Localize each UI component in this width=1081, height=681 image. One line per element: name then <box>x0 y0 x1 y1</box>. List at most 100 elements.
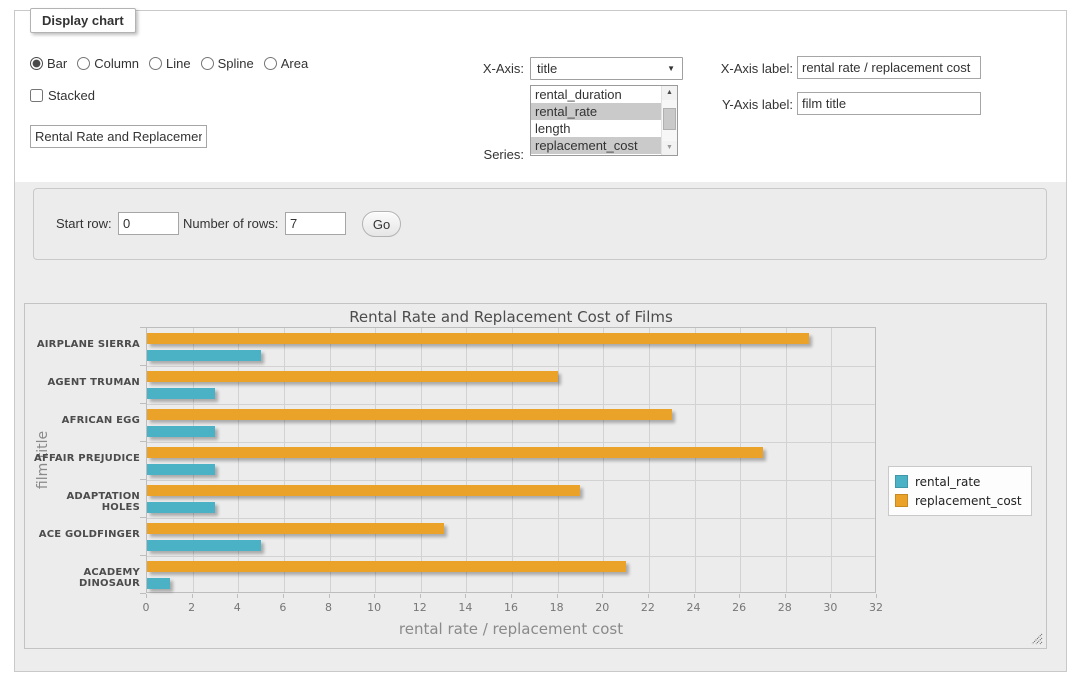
bar-rental_rate[interactable] <box>147 502 215 513</box>
x-axis-tick <box>192 594 193 598</box>
chart-type-radio-spline[interactable] <box>201 57 214 70</box>
stacked-label: Stacked <box>48 88 95 103</box>
x-tick-label: 22 <box>628 601 668 614</box>
x-tick-label: 2 <box>172 601 212 614</box>
y-axis-tick <box>140 365 146 366</box>
x-axis-tick <box>602 594 603 598</box>
chart-type-radio-bar[interactable] <box>30 57 43 70</box>
bar-replacement_cost[interactable] <box>147 333 809 344</box>
number-of-rows-label: Number of rows: <box>183 216 278 232</box>
bar-replacement_cost[interactable] <box>147 409 672 420</box>
x-tick-label: 20 <box>582 601 622 614</box>
x-axis-tick <box>465 594 466 598</box>
x-tick-label: 14 <box>445 601 485 614</box>
series-option-length[interactable]: length <box>531 120 662 137</box>
bar-replacement_cost[interactable] <box>147 523 444 534</box>
y-axis-tick <box>140 403 146 404</box>
bar-rental_rate[interactable] <box>147 388 215 399</box>
chart-title-input[interactable] <box>30 125 207 148</box>
chart-type-option-line: Line <box>149 56 191 71</box>
gridline-horizontal <box>147 442 875 443</box>
x-tick-label: 6 <box>263 601 303 614</box>
gridline-vertical <box>695 328 696 592</box>
x-axis-tick <box>739 594 740 598</box>
x-axis-label-input[interactable] <box>797 56 981 79</box>
stacked-checkbox-row: Stacked <box>30 88 95 103</box>
y-category-label: AFRICAN EGG <box>25 415 140 426</box>
chart-type-option-spline: Spline <box>201 56 254 71</box>
x-tick-label: 0 <box>126 601 166 614</box>
y-category-label: ACADEMY DINOSAUR <box>25 567 140 589</box>
y-category-label: AGENT TRUMAN <box>25 377 140 388</box>
x-tick-label: 16 <box>491 601 531 614</box>
chart-type-radio-line[interactable] <box>149 57 162 70</box>
bar-replacement_cost[interactable] <box>147 561 626 572</box>
series-multiselect[interactable]: rental_durationrental_ratelengthreplacem… <box>530 85 678 156</box>
gridline-vertical <box>284 328 285 592</box>
legend-label: replacement_cost <box>915 494 1022 508</box>
x-tick-label: 24 <box>674 601 714 614</box>
start-row-input[interactable] <box>118 212 179 235</box>
chart-type-label: Area <box>281 56 308 71</box>
x-tick-label: 4 <box>217 601 257 614</box>
y-axis-tick <box>140 517 146 518</box>
bar-replacement_cost[interactable] <box>147 447 763 458</box>
chart-type-radio-column[interactable] <box>77 57 90 70</box>
y-axis-label-field-label: Y-Axis label: <box>643 97 793 113</box>
go-button[interactable]: Go <box>362 211 401 237</box>
x-tick-label: 26 <box>719 601 759 614</box>
start-row-label: Start row: <box>56 216 112 232</box>
gridline-vertical <box>740 328 741 592</box>
gridline-vertical <box>649 328 650 592</box>
y-axis-tick <box>140 555 146 556</box>
y-axis-tick <box>140 327 146 328</box>
series-list-label: Series: <box>414 147 524 163</box>
gridline-vertical <box>193 328 194 592</box>
bar-rental_rate[interactable] <box>147 350 261 361</box>
x-axis-tick <box>694 594 695 598</box>
bar-rental_rate[interactable] <box>147 426 215 437</box>
x-axis-tick <box>283 594 284 598</box>
x-tick-label: 28 <box>765 601 805 614</box>
bar-rental_rate[interactable] <box>147 464 215 475</box>
legend-item-rental_rate: rental_rate <box>895 472 1022 491</box>
scroll-down-icon[interactable]: ▼ <box>662 141 677 155</box>
resize-handle[interactable] <box>1031 633 1043 645</box>
x-tick-label: 10 <box>354 601 394 614</box>
series-option-replacement_cost[interactable]: replacement_cost <box>531 137 662 154</box>
gridline-vertical <box>512 328 513 592</box>
bar-replacement_cost[interactable] <box>147 485 580 496</box>
x-axis-title: rental rate / replacement cost <box>146 620 876 638</box>
gridline-vertical <box>786 328 787 592</box>
display-chart-fieldset: Display chart BarColumnLineSplineArea St… <box>14 10 1067 672</box>
legend-swatch-rental_rate <box>895 475 908 488</box>
number-of-rows-input[interactable] <box>285 212 346 235</box>
bar-replacement_cost[interactable] <box>147 371 558 382</box>
gridline-horizontal <box>147 404 875 405</box>
bar-rental_rate[interactable] <box>147 540 261 551</box>
chart-type-label: Bar <box>47 56 67 71</box>
legend-item-replacement_cost: replacement_cost <box>895 491 1022 510</box>
x-tick-label: 8 <box>309 601 349 614</box>
bar-rental_rate[interactable] <box>147 578 170 589</box>
stacked-checkbox[interactable] <box>30 89 43 102</box>
y-category-label: ACE GOLDFINGER <box>25 529 140 540</box>
chart-title: Rental Rate and Replacement Cost of Film… <box>25 308 997 326</box>
x-axis-tick <box>830 594 831 598</box>
x-axis-tick <box>876 594 877 598</box>
chart-type-radio-group: BarColumnLineSplineArea <box>30 56 314 71</box>
rows-panel: Start row: Number of rows: Go <box>33 188 1047 260</box>
chart-legend: rental_rate replacement_cost <box>888 466 1032 516</box>
chart-type-radio-area[interactable] <box>264 57 277 70</box>
y-category-label: ADAPTATION HOLES <box>25 491 140 513</box>
chart-type-label: Spline <box>218 56 254 71</box>
x-axis-tick <box>420 594 421 598</box>
gridline-horizontal <box>147 480 875 481</box>
plot-area <box>146 327 876 593</box>
legend-swatch-replacement_cost <box>895 494 908 507</box>
x-axis-tick <box>648 594 649 598</box>
x-axis-select-label: X-Axis: <box>414 61 524 77</box>
gridline-vertical <box>831 328 832 592</box>
y-axis-label-input[interactable] <box>797 92 981 115</box>
gridline-vertical <box>238 328 239 592</box>
